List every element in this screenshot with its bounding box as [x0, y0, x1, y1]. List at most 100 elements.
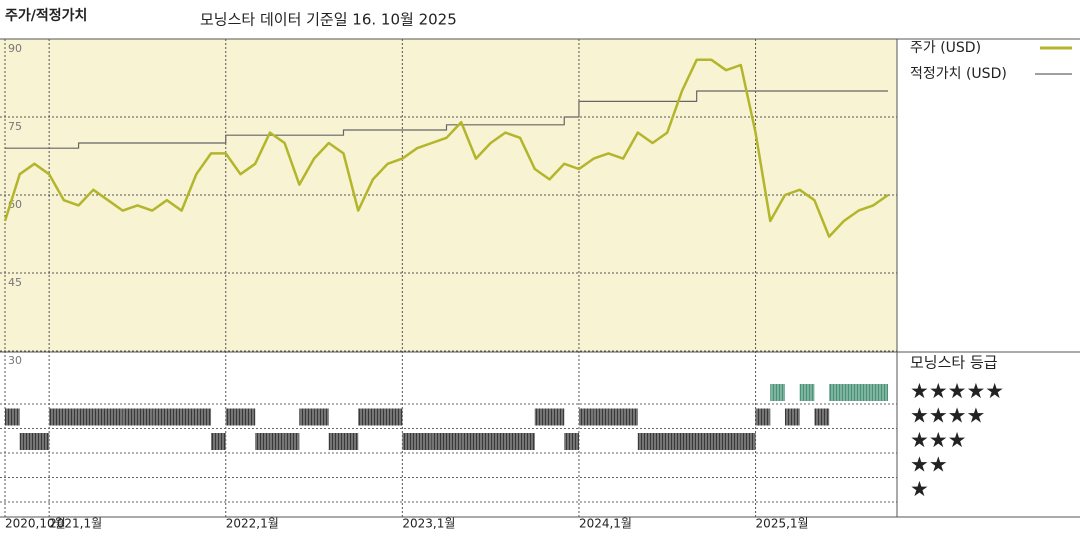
rating-bar: [63, 408, 79, 426]
rating-bar: [225, 408, 241, 426]
rating-bar: [240, 408, 256, 426]
rating-bar: [166, 408, 182, 426]
rating-bar-stripe: [78, 408, 94, 426]
rating-bar-stripe: [829, 384, 844, 401]
rating-bar-stripe: [225, 408, 241, 426]
rating-bar-stripe: [181, 408, 197, 426]
rating-bar-stripe: [63, 408, 79, 426]
rating-bar: [843, 384, 859, 401]
rating-bar-stripe: [858, 384, 874, 401]
rating-bar: [578, 408, 594, 426]
rating-bar: [417, 433, 432, 450]
rating-bar: [623, 408, 638, 426]
rating-bar: [431, 433, 447, 450]
rating-bar-stripe: [137, 408, 153, 426]
rating-bar-stripe: [770, 384, 785, 401]
legend-label: 주가 (USD): [910, 40, 981, 56]
rating-bar-stripe: [681, 433, 697, 450]
rating-bar-stripe: [343, 433, 359, 450]
rating-bar-stripe: [49, 408, 64, 426]
rating-level-label: ★★★: [910, 428, 966, 452]
rating-bar: [608, 408, 624, 426]
rating-bar: [122, 408, 138, 426]
rating-bar: [372, 408, 388, 426]
rating-bar: [211, 433, 226, 450]
rating-bar-stripe: [873, 384, 888, 401]
rating-bar-stripe: [667, 433, 682, 450]
x-tick-label: 2025,1월: [756, 517, 809, 531]
rating-bar: [549, 408, 565, 426]
rating-bar-stripe: [269, 433, 285, 450]
rating-bar-stripe: [814, 408, 830, 426]
rating-bar: [784, 408, 800, 426]
rating-bar: [534, 408, 550, 426]
rating-bar-stripe: [520, 433, 535, 450]
rating-bar-stripe: [564, 433, 579, 450]
rating-bar-stripe: [726, 433, 741, 450]
rating-bar: [446, 433, 462, 450]
x-tick-label: 2021,1월: [49, 517, 102, 531]
y-tick-label: 30: [8, 354, 22, 367]
y-tick-label: 90: [8, 42, 22, 55]
rating-bar: [858, 384, 874, 401]
rating-bar-stripe: [372, 408, 388, 426]
rating-bar: [269, 433, 285, 450]
rating-bar: [652, 433, 668, 450]
rating-bar-stripe: [358, 408, 373, 426]
rating-title: 모닝스타 등급: [910, 354, 998, 372]
rating-bar-stripe: [284, 433, 300, 450]
rating-bar-stripe: [19, 433, 35, 450]
rating-bar-stripe: [328, 433, 344, 450]
rating-bar: [829, 384, 844, 401]
rating-bar-stripe: [549, 408, 565, 426]
rating-bar-stripe: [843, 384, 859, 401]
x-tick-label: 2022,1월: [226, 517, 279, 531]
rating-bar-stripe: [623, 408, 638, 426]
rating-bar: [593, 408, 609, 426]
x-tick-label: 2024,1월: [579, 517, 632, 531]
rating-bar: [19, 433, 35, 450]
rating-bar-stripe: [196, 408, 212, 426]
rating-bar-stripe: [5, 408, 20, 426]
rating-bar-stripe: [211, 433, 226, 450]
rating-bar: [196, 408, 212, 426]
rating-bar: [696, 433, 712, 450]
rating-bar-stripe: [299, 408, 315, 426]
rating-bar: [314, 408, 329, 426]
rating-bar: [770, 384, 785, 401]
rating-bar-stripe: [711, 433, 727, 450]
rating-bar-stripe: [108, 408, 123, 426]
series-line: [5, 90, 888, 149]
rating-bar-stripe: [475, 433, 491, 450]
y-tick-label: 75: [8, 120, 22, 133]
rating-bar: [726, 433, 741, 450]
rating-bar: [402, 433, 418, 450]
rating-bar: [108, 408, 123, 426]
rating-bar: [358, 408, 373, 426]
chart-title: 주가/적정가치: [5, 7, 87, 24]
rating-bar: [461, 433, 476, 450]
rating-bar: [181, 408, 197, 426]
y-tick-label: 45: [8, 276, 22, 289]
rating-bar: [814, 408, 830, 426]
rating-bar-stripe: [255, 433, 270, 450]
rating-bar-stripe: [637, 433, 653, 450]
rating-bar-stripe: [578, 408, 594, 426]
rating-bar: [78, 408, 94, 426]
rating-bar-stripe: [461, 433, 476, 450]
rating-bar: [387, 408, 403, 426]
rating-bar-stripe: [784, 408, 800, 426]
rating-bar-stripe: [696, 433, 712, 450]
rating-bar-stripe: [152, 408, 167, 426]
rating-bar-stripe: [534, 408, 550, 426]
rating-bar-stripe: [314, 408, 329, 426]
rating-bar-stripe: [652, 433, 668, 450]
rating-bar: [520, 433, 535, 450]
x-tick-label: 2020,10월: [5, 517, 66, 531]
rating-bar: [5, 408, 20, 426]
rating-bar: [93, 408, 109, 426]
rating-bar: [681, 433, 697, 450]
rating-bar: [637, 433, 653, 450]
rating-bar: [475, 433, 491, 450]
